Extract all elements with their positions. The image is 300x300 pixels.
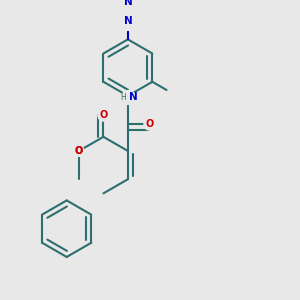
Text: N: N <box>124 16 132 26</box>
Text: N: N <box>129 92 137 102</box>
Text: O: O <box>75 146 83 156</box>
Text: N: N <box>124 0 132 8</box>
Text: H: H <box>120 93 125 102</box>
Text: O: O <box>75 146 83 156</box>
Text: O: O <box>145 119 153 129</box>
Text: O: O <box>99 110 107 119</box>
